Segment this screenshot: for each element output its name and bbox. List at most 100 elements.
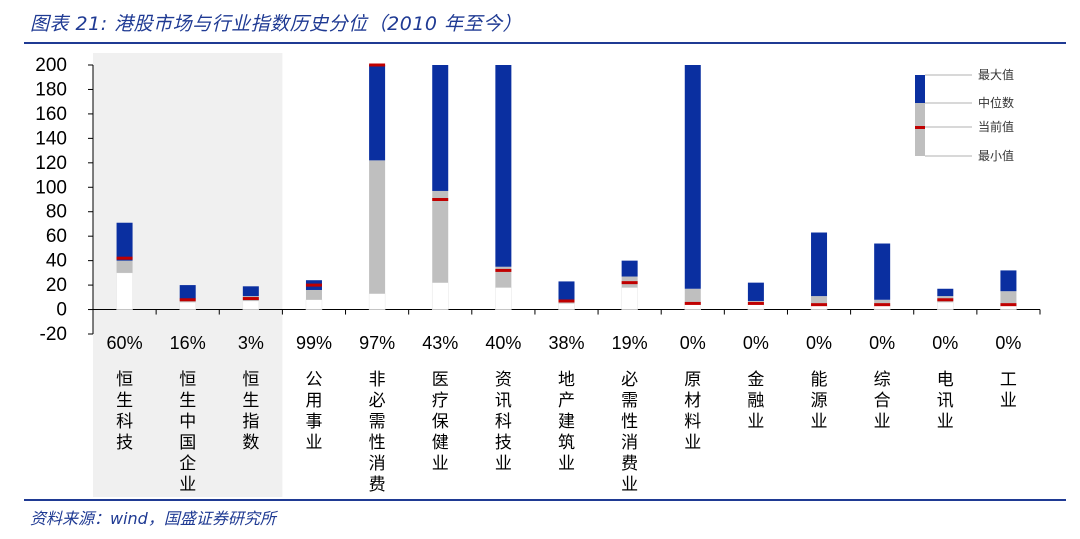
bar-upper-range [874,243,891,300]
bar-upper-range [747,282,764,301]
bar-base [305,299,323,310]
bar-upper-range [116,222,133,261]
percentile-label: 16% [170,333,206,353]
figure-header: 图表 21: 港股市场与行业指数历史分位（2010 年至今） [0,0,1080,46]
bar-base [179,301,196,310]
category-label: 恒生指数 [242,370,259,453]
bar-upper-range [558,281,575,301]
y-tick-label: 100 [35,177,67,198]
percentile-label: 40% [485,333,521,353]
y-tick-label: 140 [35,128,67,149]
title-rule [24,42,1066,44]
bar-upper-range [369,65,386,161]
bar-base [747,304,765,310]
percentile-label: 43% [422,333,458,353]
bar-upper-range [1000,270,1017,292]
bar-lower-range [116,260,133,273]
category-label: 原材料业 [684,370,701,453]
percentile-label: 0% [995,333,1021,353]
y-tick-label: 60 [46,226,67,247]
source-rule [24,499,1066,501]
percentile-label: 0% [932,333,958,353]
bar-lower-range [369,160,386,294]
current-value-marker [874,303,891,307]
bar-lower-range [811,296,828,305]
category-label: 综合业 [874,370,891,432]
y-tick-label: 180 [35,79,67,100]
bar-base [431,282,449,310]
current-value-marker [369,63,386,67]
current-value-marker [179,298,196,302]
bar-lower-range [874,299,891,306]
legend-upper-swatch [915,75,925,103]
current-value-marker [305,283,322,287]
current-value-marker [747,301,764,305]
legend-lower-swatch [915,103,925,156]
percentile-label: 19% [612,333,648,353]
category-label: 恒生科技 [116,370,133,453]
y-tick-label: -20 [40,324,67,345]
current-value-marker [116,256,133,260]
percentile-label: 38% [548,333,584,353]
legend-label: 中位数 [978,95,1014,110]
current-value-marker [937,298,954,302]
bar-upper-range [179,285,196,299]
range-chart: -20 0 20 40 60 80 100 120 140 160 180 200 60% 恒生科技 16%… [35,53,1041,497]
percentile-label: 0% [743,333,769,353]
y-tick-label: 40 [46,251,67,272]
percentile-label: 60% [107,333,143,353]
bar-upper-range [432,65,449,191]
current-value-marker [1000,303,1017,307]
category-label: 工业 [1000,370,1017,411]
category-label: 恒生中国企业 [179,370,196,495]
legend-current-swatch [915,126,925,129]
bar-base [873,305,891,310]
bar-upper-range [684,65,701,289]
y-tick-label: 0 [56,300,67,321]
bar-base [495,287,512,310]
percentile-label: 3% [238,333,264,353]
current-value-marker [558,299,575,303]
figure-source: 资料来源：wind，国盛证券研究所 [30,509,276,528]
y-tick-label: 80 [46,202,67,223]
current-value-marker [432,198,449,201]
y-tick-label: 160 [35,104,67,125]
category-label: 非必需性消费 [369,370,386,495]
category-label: 金融业 [747,370,764,432]
bar-lower-range [432,190,449,283]
percentile-label: 0% [806,333,832,353]
current-value-marker [684,301,701,305]
category-label: 能源业 [811,370,828,432]
percentile-label: 0% [680,333,706,353]
bar-upper-range [811,232,828,297]
bar-base [116,272,133,310]
bar-upper-range [937,288,954,297]
bar-upper-range [495,65,512,267]
legend-label: 最大值 [978,67,1014,82]
current-value-marker [495,268,512,272]
y-tick-label: 20 [46,275,67,296]
legend-label: 最小值 [978,148,1014,163]
percentile-label: 99% [296,333,332,353]
bar-base [368,293,386,310]
legend-label: 当前值 [978,119,1014,134]
bar-upper-range [242,286,259,297]
category-label: 必需性消费业 [621,370,638,495]
bar-lower-range [305,289,322,300]
bar-lower-range [684,288,701,304]
y-tick-label: 120 [35,153,67,174]
bar-upper-range [621,260,638,277]
bar-base [242,300,260,310]
current-value-marker [621,281,638,285]
figure-title: 图表 21: 港股市场与行业指数历史分位（2010 年至今） [30,13,523,35]
category-label: 医疗保健业 [432,370,449,474]
category-label: 公用事业 [305,370,322,453]
bar-base [621,287,638,310]
current-value-marker [811,303,828,307]
bar-lower-range [1000,291,1017,306]
category-label: 地产建筑业 [558,370,575,474]
bar-base [558,303,575,310]
percentile-label: 0% [869,333,895,353]
percentile-label: 97% [359,333,395,353]
